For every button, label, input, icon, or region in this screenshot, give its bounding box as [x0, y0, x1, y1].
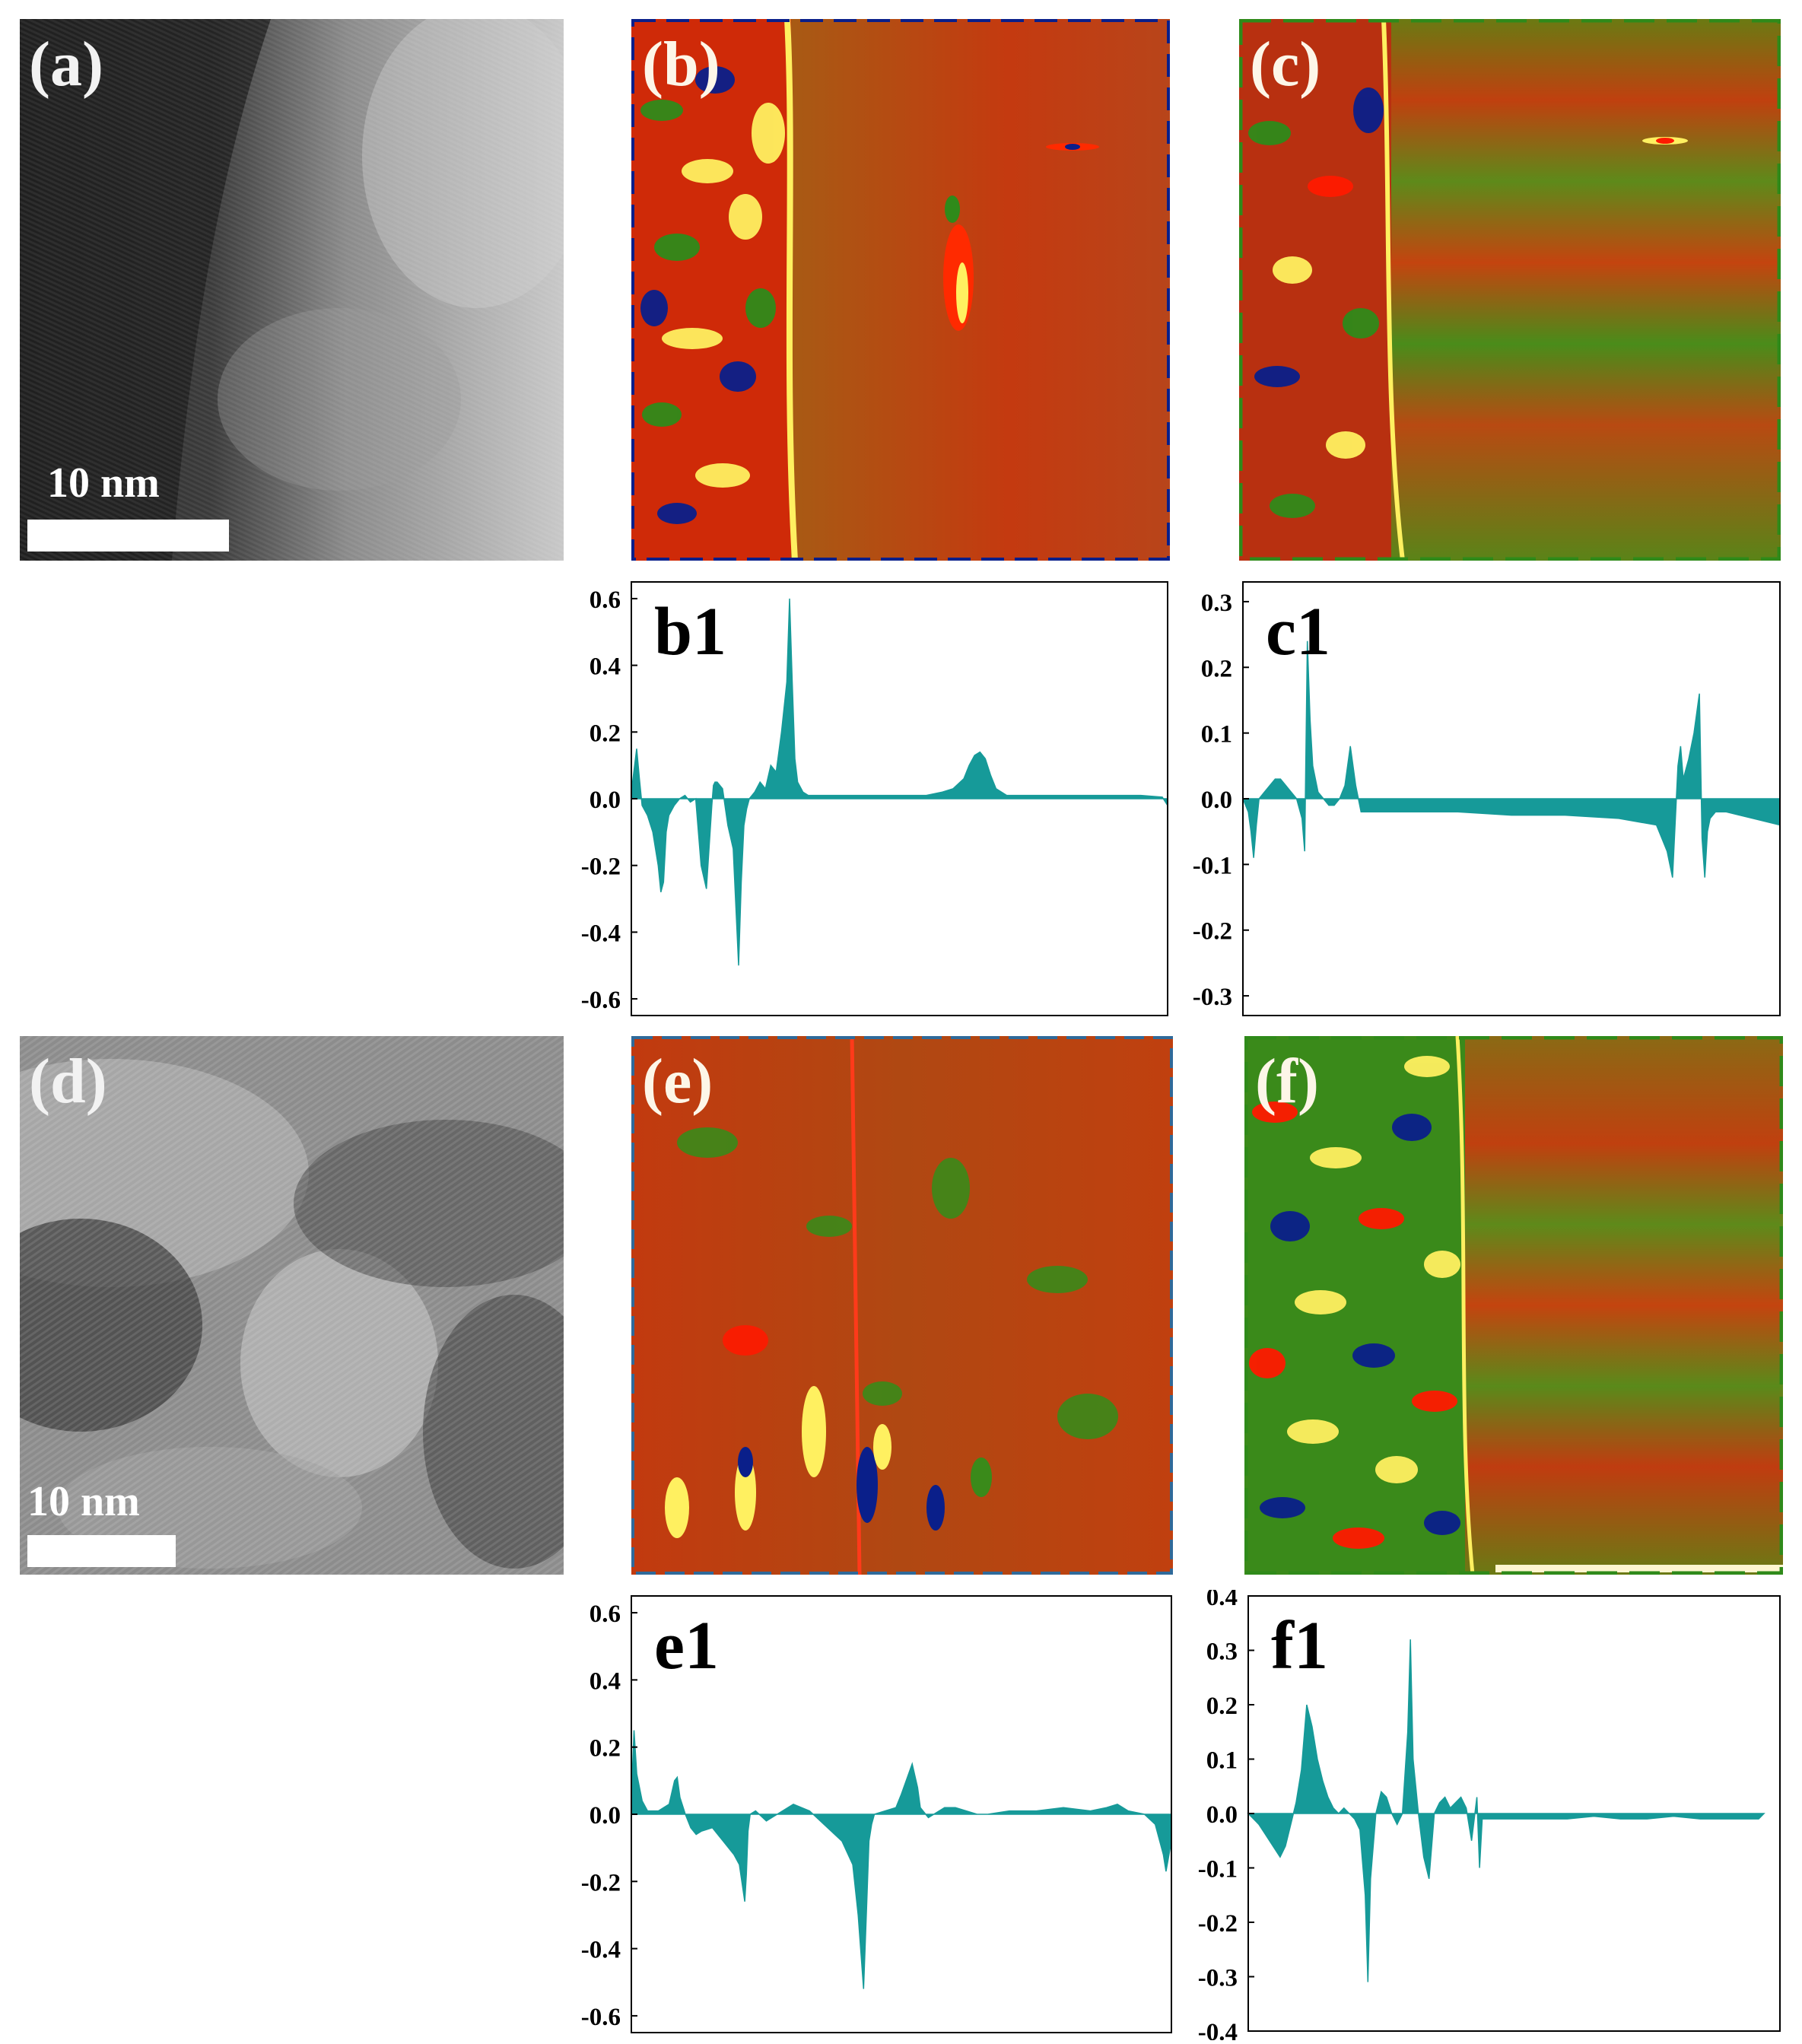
scale-bar-label-a: 10 nm — [47, 459, 160, 507]
chart-e1-ytick-label: 0.4 — [590, 1667, 621, 1695]
panel-label-b: (b) — [642, 29, 720, 100]
chart-b1-ytick-label: -0.2 — [581, 854, 621, 881]
chart-c1-ytick-label: 0.1 — [1201, 721, 1232, 749]
strain-map-b: (b) — [631, 19, 1170, 561]
chart-e1-ytick-label: 0.2 — [590, 1735, 621, 1763]
chart-e1-area-series — [631, 1730, 1172, 1989]
chart-f1-ytick-label: 0.3 — [1206, 1639, 1238, 1666]
scale-bar-label-d: 10 nm — [27, 1478, 140, 1525]
chart-f1-svg: 0.4 0.3 0.2 0.1 0.0 -0.1 -0.2 -0.3 -0.4 f1 — [1198, 1584, 1781, 2044]
chart-b1-ytick-label: 0.0 — [590, 787, 621, 814]
chart-b1-ytick-label: -0.6 — [581, 987, 621, 1014]
strain-map-c: (c) — [1239, 19, 1781, 561]
chart-c1-ytick-label: 0.3 — [1201, 590, 1232, 617]
panel-label-c: (c) — [1250, 29, 1321, 100]
chart-f1-ytick-label: 0.2 — [1206, 1693, 1238, 1720]
chart-c1-ytick-label: -0.1 — [1193, 852, 1232, 879]
chart-f1-ytick-label: 0.4 — [1206, 1590, 1238, 1611]
chart-b1-ytick-label: 0.6 — [590, 586, 621, 614]
chart-c1-title: c1 — [1266, 594, 1330, 669]
chart-c1-ytick-label: -0.3 — [1193, 984, 1232, 1011]
chart-e1-ytick-label: -0.4 — [581, 1937, 621, 1964]
chart-c1-area-series — [1241, 641, 1781, 878]
chart-e1-ytick-label: -0.6 — [581, 2004, 621, 2031]
chart-b1-area-series — [631, 598, 1168, 966]
chart-e1-ytick-label: 0.6 — [590, 1601, 621, 1628]
panel-label-f: (f) — [1255, 1046, 1319, 1117]
chart-b1-ytick-label: 0.4 — [590, 653, 621, 681]
chart-f1-ytick-label: -0.3 — [1198, 1965, 1238, 1992]
tem-image-a: (a) 10 nm — [20, 19, 564, 561]
chart-f1-ytick-label: -0.2 — [1198, 1910, 1238, 1938]
chart-c1-ytick-label: -0.2 — [1193, 918, 1232, 946]
scale-bar-d — [27, 1535, 176, 1567]
panel-label-a: (a) — [29, 29, 103, 100]
chart-f1-ytick-label: 0.1 — [1206, 1747, 1238, 1775]
chart-e1-svg: 0.6 0.4 0.2 0.0 -0.2 -0.4 -0.6 e1 — [581, 1595, 1172, 2033]
chart-f1-title: f1 — [1271, 1608, 1328, 1683]
chart-e1-ytick-label: -0.2 — [581, 1869, 621, 1896]
strain-map-f: (f) — [1244, 1036, 1783, 1575]
chart-f1-area-series — [1247, 1639, 1765, 1982]
tem-image-d: (d) 10 nm — [20, 1036, 564, 1575]
chart-c1: 0.3 0.2 0.1 0.0 -0.1 -0.2 -0.3 c1 — [1171, 578, 1787, 1019]
chart-f1-ytick-label: -0.1 — [1198, 1856, 1238, 1883]
panel-label-e: (e) — [642, 1046, 713, 1117]
chart-e1-ytick-label: 0.0 — [590, 1802, 621, 1829]
chart-b1-svg: 0.6 0.4 0.2 0.0 -0.2 -0.4 -0.6 b1 — [581, 581, 1168, 1016]
chart-e1-title: e1 — [654, 1608, 719, 1683]
chart-f1-ytick-label: 0.0 — [1206, 1801, 1238, 1829]
chart-c1-svg: 0.3 0.2 0.1 0.0 -0.1 -0.2 -0.3 c1 — [1193, 581, 1781, 1016]
chart-c1-ytick-label: 0.0 — [1201, 787, 1232, 814]
chart-f1: 0.4 0.3 0.2 0.1 0.0 -0.1 -0.2 -0.3 -0.4 f1 — [1175, 1584, 1787, 2044]
strain-map-e: (e) — [631, 1036, 1173, 1575]
scale-bar-a — [27, 520, 229, 552]
chart-f1-ytick-label: -0.4 — [1198, 2019, 1238, 2040]
chart-e1: 0.6 0.4 0.2 0.0 -0.2 -0.4 -0.6 e1 — [563, 1590, 1175, 2040]
chart-b1: 0.6 0.4 0.2 0.0 -0.2 -0.4 -0.6 b1 — [563, 578, 1171, 1019]
panel-label-d: (d) — [29, 1046, 107, 1117]
chart-b1-ytick-label: -0.4 — [581, 920, 621, 947]
chart-b1-ytick-label: 0.2 — [590, 720, 621, 747]
chart-b1-title: b1 — [654, 594, 726, 669]
chart-c1-ytick-label: 0.2 — [1201, 655, 1232, 682]
